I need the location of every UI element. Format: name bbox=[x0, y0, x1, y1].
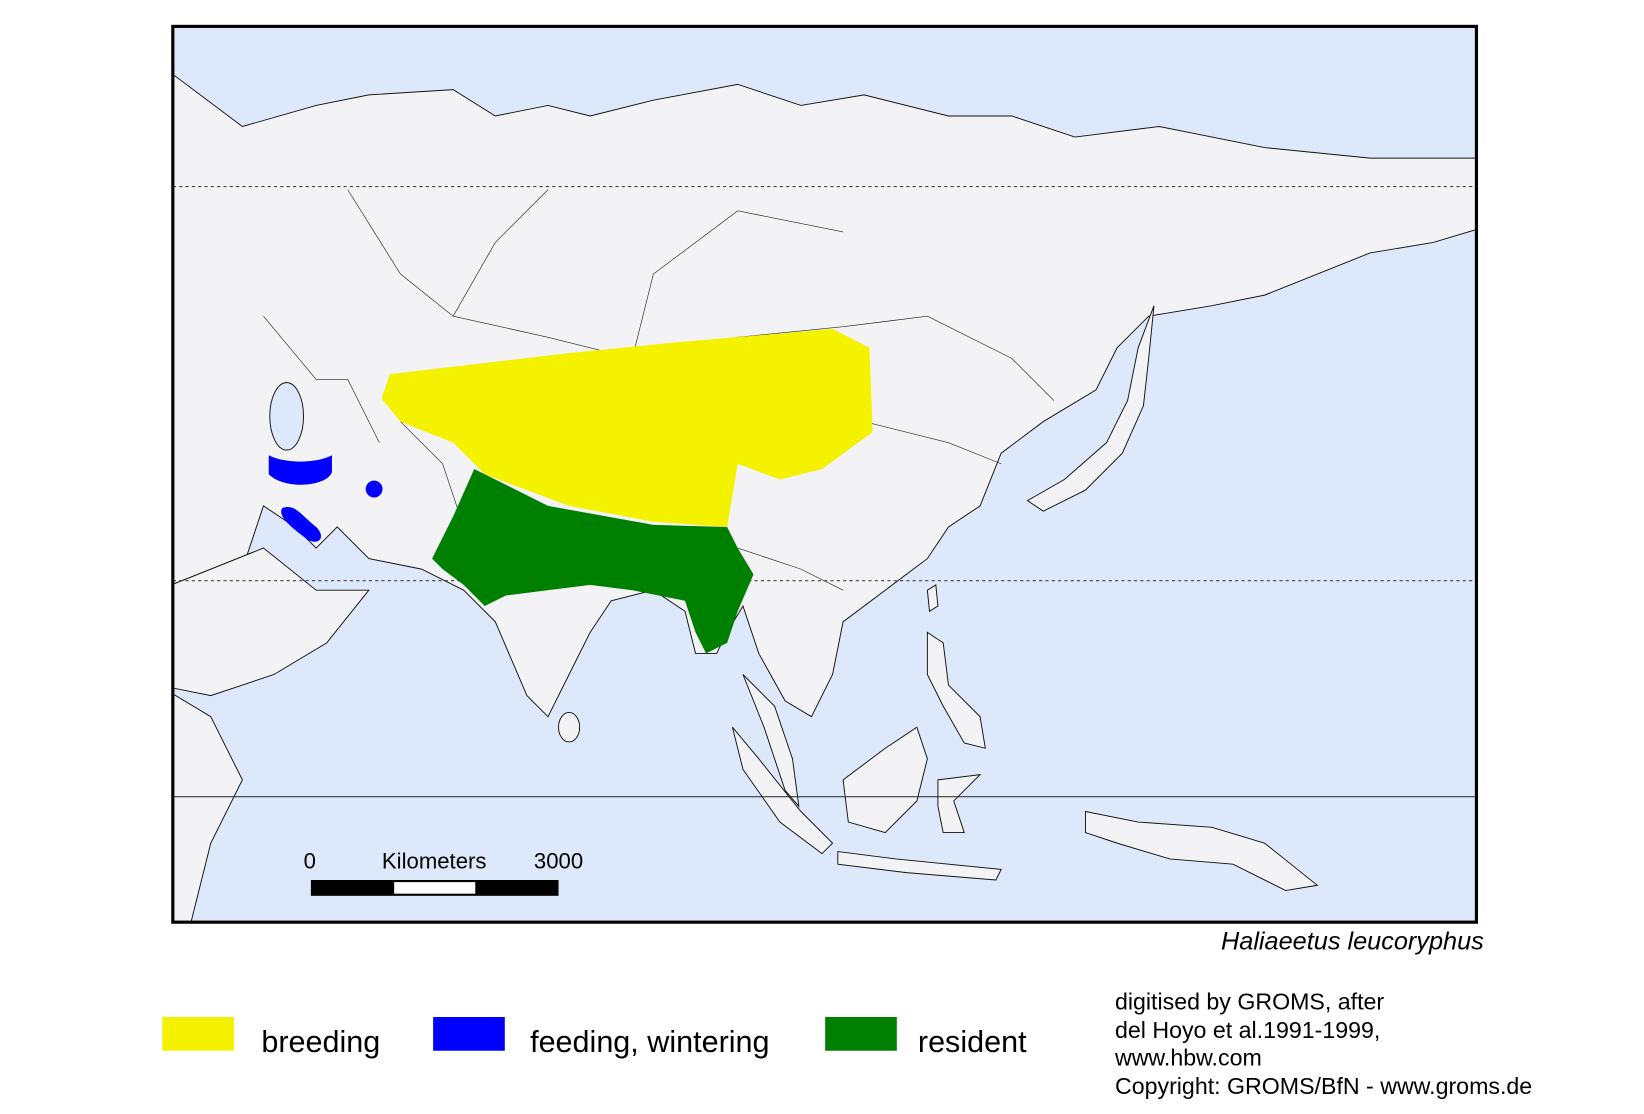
map-area bbox=[172, 26, 1477, 923]
credit-line: www.hbw.com bbox=[1114, 1044, 1262, 1070]
legend-label: breeding bbox=[261, 1025, 380, 1059]
scale-end: 3000 bbox=[534, 848, 583, 873]
credit-line: Copyright: GROMS/BfN - www.groms.de bbox=[1115, 1073, 1532, 1099]
africa bbox=[172, 693, 243, 923]
feeding-area bbox=[281, 507, 321, 542]
feeding-wintering-range bbox=[268, 455, 383, 542]
species-name: Haliaeetus leucoryphus bbox=[1221, 928, 1484, 956]
feeding-area bbox=[365, 480, 383, 498]
feeding-area bbox=[268, 455, 332, 485]
borneo bbox=[842, 726, 928, 834]
taiwan bbox=[926, 584, 939, 613]
philippines bbox=[926, 631, 986, 749]
legend-swatch bbox=[433, 1017, 505, 1051]
sumatra bbox=[731, 726, 834, 855]
legend: breeding feeding, wintering resident bbox=[162, 1017, 1027, 1059]
map-frame bbox=[171, 24, 1479, 924]
caspian-sea bbox=[269, 382, 304, 451]
scale-unit: Kilometers bbox=[382, 848, 487, 873]
credits: digitised by GROMS, after del Hoyo et al… bbox=[1114, 989, 1532, 1099]
credit-line: del Hoyo et al.1991-1999, bbox=[1115, 1017, 1380, 1043]
scale-bar: 0 Kilometers 3000 bbox=[304, 848, 583, 896]
breeding-range bbox=[381, 328, 873, 527]
legend-swatch bbox=[162, 1017, 234, 1051]
arabia bbox=[172, 547, 370, 697]
java bbox=[837, 851, 1002, 881]
sulawesi bbox=[937, 773, 982, 834]
new-guinea bbox=[1084, 810, 1319, 892]
malay-peninsula bbox=[742, 674, 800, 808]
sri-lanka bbox=[558, 711, 581, 743]
scale-segment bbox=[394, 882, 476, 894]
legend-swatch bbox=[825, 1017, 897, 1051]
legend-label: resident bbox=[918, 1025, 1027, 1059]
credit-line: digitised by GROMS, after bbox=[1115, 989, 1384, 1015]
japan bbox=[1026, 305, 1155, 512]
scale-start: 0 bbox=[304, 848, 316, 873]
resident-range bbox=[432, 469, 754, 654]
legend-label: feeding, wintering bbox=[530, 1025, 769, 1059]
